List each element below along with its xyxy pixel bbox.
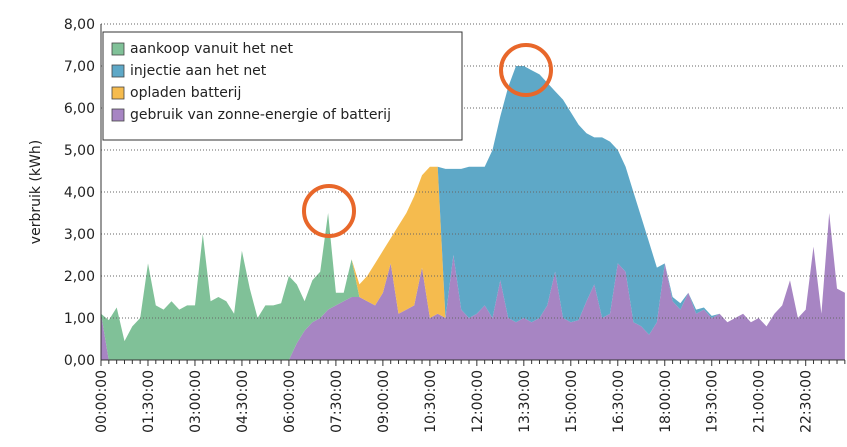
highlight-circle [302,184,356,238]
x-tick-label: 21:00:00 [752,370,768,433]
x-tick-label: 06:00:00 [282,370,298,433]
x-tick-label: 07:30:00 [329,370,345,433]
area [101,66,845,342]
y-tick-label: 3,00 [64,227,95,243]
y-tick-label: 5,00 [64,143,95,159]
x-tick-label: 18:00:00 [658,370,674,433]
x-tick-label: 00:00:00 [94,370,110,433]
legend-label: injectie aan het net [130,63,267,79]
y-tick-label: 1,00 [64,311,95,327]
legend-swatch [111,86,125,100]
axes: 0,00 1,00 2,00 3,00 4,00 5,00 6,00 7,00 8,00 00:0… [64,17,846,433]
legend-box [102,31,463,141]
x-tick-label: 12:00:00 [470,370,486,433]
y-tick-label: 7,00 [64,59,95,75]
x-tick-label: 03:00:00 [188,370,204,433]
highlight-circle [499,43,553,97]
y-tick-label: 8,00 [64,17,95,33]
x-tick-label: 13:30:00 [517,370,533,433]
area [101,213,845,360]
legend-swatch [111,42,125,56]
x-tick-label: 01:30:00 [141,370,157,433]
legend-label: aankoop vanuit het net [130,41,293,57]
x-tick-label: 15:00:00 [564,370,580,433]
y-tick-label: 0,00 [64,353,95,369]
x-tick-label: 10:30:00 [423,370,439,433]
y-axis-label: verbruik (kWh) [28,140,44,244]
y-tick-label: 4,00 [64,185,95,201]
x-tick-label: 04:30:00 [235,370,251,433]
y-tick-label: 2,00 [64,269,95,285]
legend-label: gebruik van zonne-energie of batterij [130,107,391,123]
area [101,213,845,360]
y-tick-label: 6,00 [64,101,95,117]
legend-label: opladen batterij [130,85,241,101]
x-tick-label: 22:30:00 [799,370,815,433]
x-tick-label: 19:30:00 [705,370,721,433]
legend-swatch [111,64,125,78]
plot-area [101,66,845,360]
legend-swatch [111,108,125,122]
legend: aankoop vanuit het net injectie aan het n… [102,31,463,141]
x-tick-label: 16:30:00 [611,370,627,433]
x-tick-label: 09:00:00 [376,370,392,433]
